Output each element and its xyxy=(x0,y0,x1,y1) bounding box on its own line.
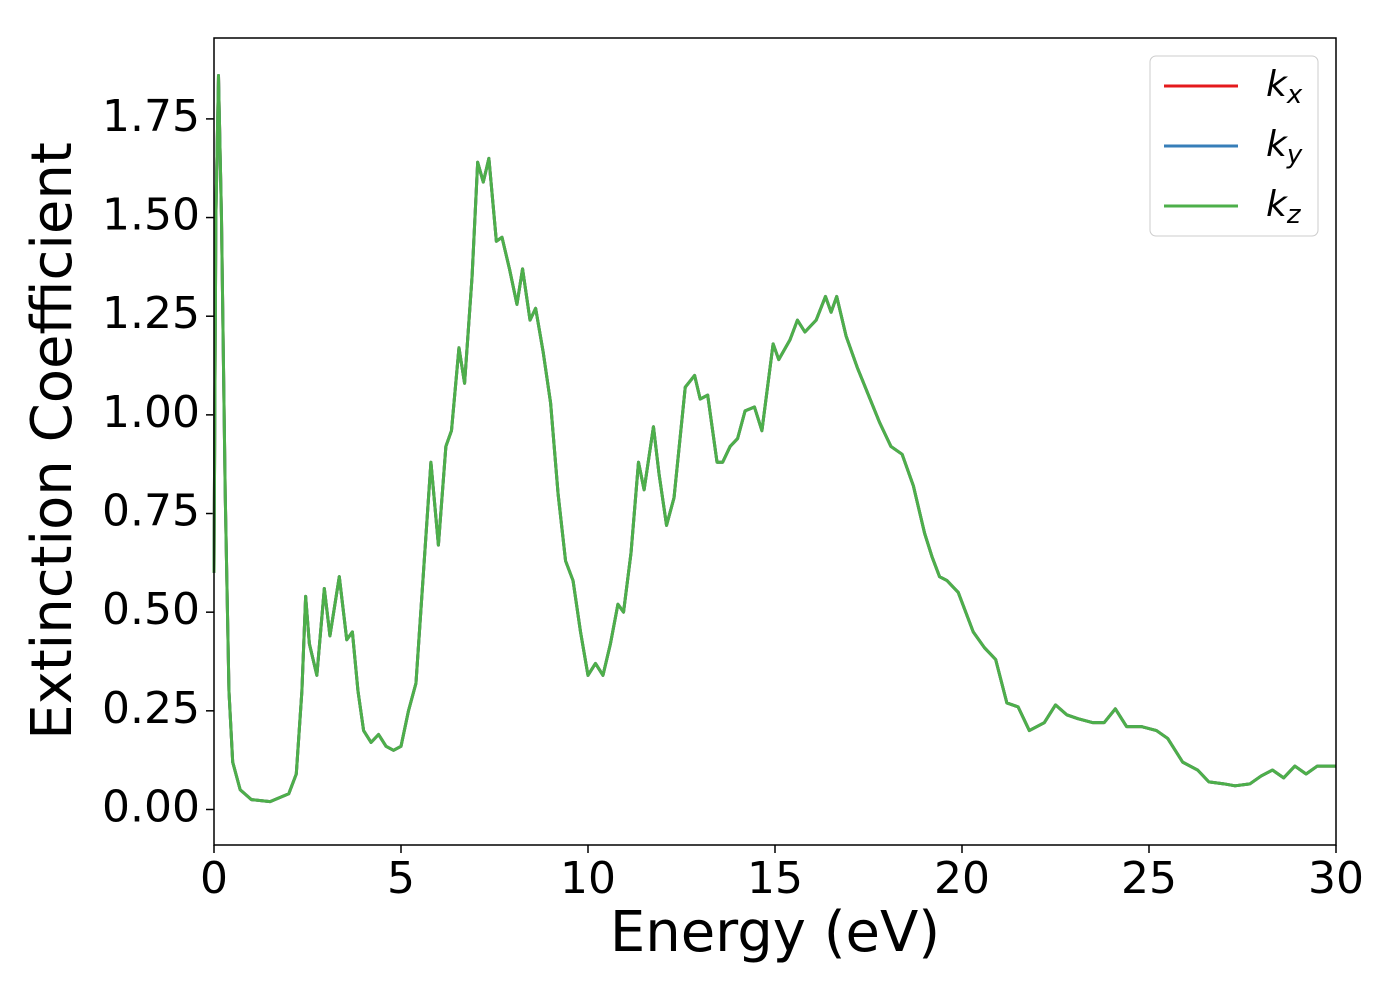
y-axis-label: Extinction Coefficient xyxy=(20,142,85,740)
y-tick-label: 1.50 xyxy=(102,190,200,241)
x-tick-label: 30 xyxy=(1308,853,1364,904)
legend-label: kz xyxy=(1266,184,1302,230)
data-line xyxy=(212,73,1336,804)
legend-label: ky xyxy=(1266,124,1303,170)
y-tick-label: 1.75 xyxy=(102,91,200,142)
y-tick-label: 1.25 xyxy=(102,288,200,339)
y-tick-label: 0.75 xyxy=(102,486,200,537)
y-tick-label: 0.00 xyxy=(102,781,200,832)
x-axis-label: Energy (eV) xyxy=(610,900,940,965)
y-tick-label: 0.25 xyxy=(102,683,200,734)
plot-frame xyxy=(213,37,1337,846)
x-tick-label: 5 xyxy=(387,853,415,904)
legend-label: kx xyxy=(1266,64,1303,110)
x-tick-label: 0 xyxy=(200,853,228,904)
x-tick-label: 15 xyxy=(747,853,803,904)
x-tick-label: 10 xyxy=(560,853,616,904)
y-tick-label: 1.00 xyxy=(102,387,200,438)
y-tick-label: 0.50 xyxy=(102,584,200,635)
x-tick-label: 25 xyxy=(1121,853,1177,904)
x-tick-label: 20 xyxy=(934,853,990,904)
